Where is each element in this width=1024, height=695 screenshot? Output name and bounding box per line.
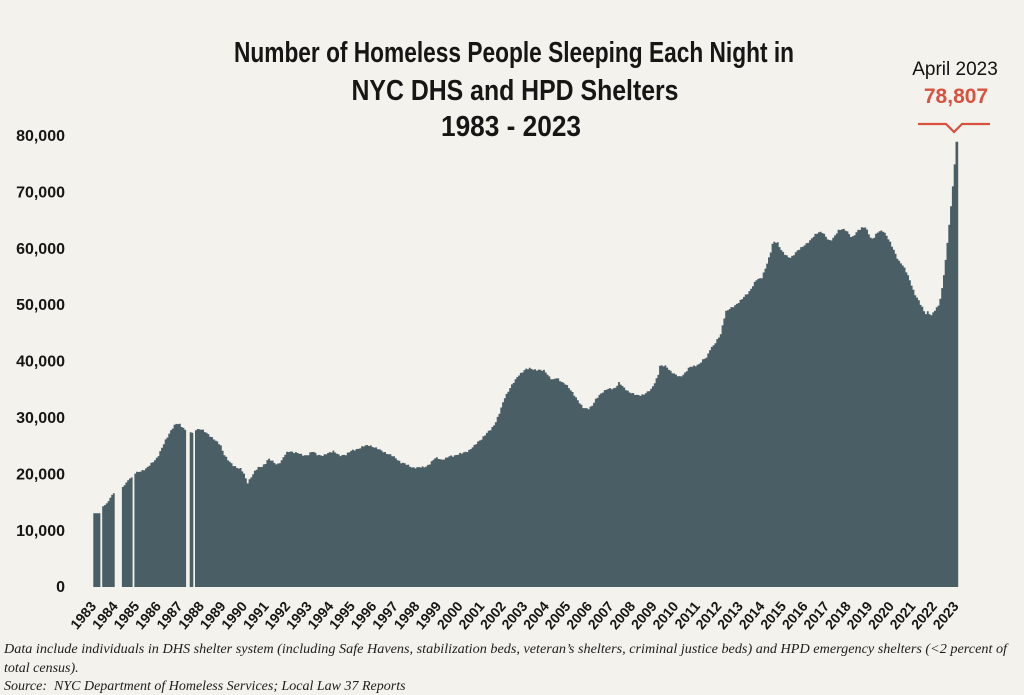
svg-text:30,000: 30,000 (16, 410, 65, 427)
svg-text:20,000: 20,000 (16, 466, 65, 483)
svg-text:1983 - 2023: 1983 - 2023 (441, 111, 581, 143)
svg-text:78,807: 78,807 (924, 85, 988, 108)
svg-text:60,000: 60,000 (16, 241, 65, 258)
svg-text:total census).: total census). (4, 661, 79, 676)
svg-text:70,000: 70,000 (16, 184, 65, 201)
svg-text:Data include individuals in DH: Data include individuals in DHS shelter … (3, 642, 1009, 657)
svg-text:40,000: 40,000 (16, 354, 65, 371)
svg-text:Source: NYC Department of Hom: Source: NYC Department of Homeless Servi… (4, 679, 406, 694)
svg-text:80,000: 80,000 (16, 128, 65, 145)
svg-text:0: 0 (56, 579, 65, 596)
svg-text:April 2023: April 2023 (912, 59, 998, 80)
svg-text:50,000: 50,000 (16, 297, 65, 314)
svg-text:10,000: 10,000 (16, 523, 65, 540)
svg-text:NYC DHS and HPD Shelters: NYC DHS and HPD Shelters (352, 75, 679, 107)
svg-text:Number of Homeless People Slee: Number of Homeless People Sleeping Each … (234, 37, 794, 69)
